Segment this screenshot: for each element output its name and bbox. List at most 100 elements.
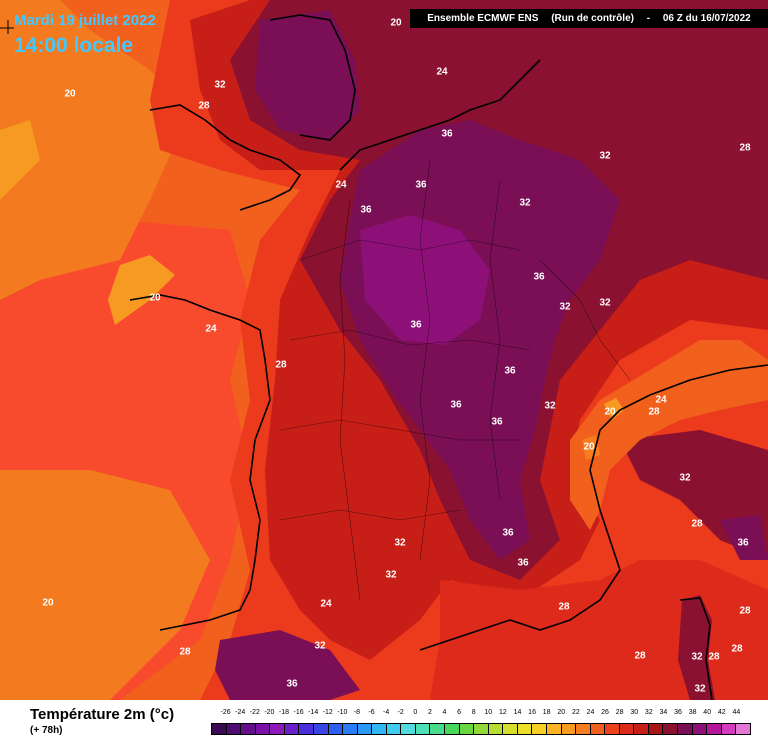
- isotherm-label: 28: [198, 101, 210, 112]
- isotherm-label: 36: [504, 366, 516, 377]
- zone-spain-core: [215, 630, 360, 700]
- region-borders: [279, 159, 631, 601]
- legend-swatch: [488, 724, 504, 734]
- zone-alps-20b: [582, 435, 600, 460]
- legend-swatch: [357, 724, 373, 734]
- zone-atlantic-south: [0, 470, 210, 700]
- legend-tick-label: 24: [586, 709, 595, 716]
- legend-swatch: [299, 724, 314, 734]
- legend-ticks: -26 -24 -22 -20 -18 -16 -14 -12 -10 -8 -6 -4 -2 0 2 4 6 8…: [211, 709, 751, 721]
- zone-atlantic-pale: [0, 120, 40, 200]
- isotherm-label: 20: [64, 89, 76, 100]
- legend-tick-label: -20: [264, 709, 275, 716]
- legend-swatch: [226, 724, 242, 734]
- legend-tick-label: 34: [659, 709, 668, 716]
- legend-swatch: [736, 724, 750, 734]
- legend-swatch: [343, 724, 358, 734]
- frame-mark: [0, 20, 14, 34]
- legend-swatch: [270, 724, 285, 734]
- zone-alps-24: [570, 340, 768, 530]
- legend-tick-label: 6: [457, 709, 462, 716]
- isotherm-label: 28: [708, 652, 720, 663]
- legend-tick-label: 30: [630, 709, 639, 716]
- legend-swatch: [663, 724, 678, 734]
- legend-swatch: [619, 724, 635, 734]
- legend-tick-label: 18: [542, 709, 551, 716]
- legend-subtitle: (+ 78h): [30, 725, 63, 736]
- legend-swatch: [430, 724, 445, 734]
- model-name: Ensemble ECMWF ENS: [427, 13, 539, 24]
- isotherm-label: 28: [691, 519, 703, 530]
- legend-swatch: [241, 724, 256, 734]
- isotherm-label: 32: [544, 401, 556, 412]
- isotherm-label: 32: [559, 302, 571, 313]
- isotherm-label: 36: [450, 400, 462, 411]
- isotherm-label: 24: [655, 395, 667, 406]
- isotherm-label: 20: [604, 407, 616, 418]
- isotherm-label: 20: [583, 442, 595, 453]
- legend-swatch: [590, 724, 606, 734]
- run-time: 06 Z du 16/07/2022: [662, 13, 751, 24]
- legend-tick-label: -26: [220, 709, 231, 716]
- legend-tick-label: -4: [383, 709, 390, 716]
- legend-swatch: [313, 724, 329, 734]
- legend-tick-label: -14: [308, 709, 319, 716]
- legend-tick-label: 44: [732, 709, 741, 716]
- legend-swatch: [386, 724, 402, 734]
- legend-swatch: [459, 724, 475, 734]
- legend-swatch: [212, 724, 227, 734]
- isotherm-label: 32: [314, 641, 326, 652]
- zone-atlantic-pale-2: [108, 255, 175, 325]
- isotherm-label: 36: [491, 417, 503, 428]
- isotherm-label: 28: [731, 644, 743, 655]
- isotherm-label: 32: [519, 198, 531, 209]
- isotherm-label: 24: [205, 324, 217, 335]
- legend-swatch: [401, 724, 416, 734]
- legend-tick-label: -6: [368, 709, 375, 716]
- legend-title: Température 2m (°c): [30, 706, 175, 723]
- legend-tick-label: 2: [427, 709, 432, 716]
- legend-swatch: [503, 724, 518, 734]
- isotherm-label: 20: [42, 598, 54, 609]
- isotherm-label: 32: [691, 652, 703, 663]
- isotherm-label: 32: [214, 80, 226, 91]
- legend-swatch: [445, 724, 460, 734]
- run-type: (Run de contrôle): [551, 13, 634, 24]
- isotherm-label: 28: [558, 602, 570, 613]
- zone-atlantic-orange-top: [0, 0, 190, 300]
- legend-tick-label: 40: [703, 709, 712, 716]
- isotherm-label: 32: [385, 570, 397, 581]
- isotherm-label: 36: [410, 320, 422, 331]
- legend-tick-label: -16: [293, 709, 304, 716]
- legend-swatch: [415, 724, 431, 734]
- legend-tick-label: 32: [644, 709, 653, 716]
- legend-swatch: [255, 724, 271, 734]
- isotherm-label: 20: [149, 293, 161, 304]
- isotherm-label: 24: [320, 599, 332, 610]
- legend-tick-label: -12: [322, 709, 333, 716]
- isotherm-label: 36: [502, 528, 514, 539]
- legend-tick-label: 14: [513, 709, 522, 716]
- zone-corsica: [678, 595, 715, 700]
- legend-tick-label: 10: [484, 709, 493, 716]
- legend-swatch: [328, 724, 344, 734]
- legend-tick-label: 38: [688, 709, 697, 716]
- legend-tick-label: -22: [249, 709, 260, 716]
- legend-tick-label: 20: [557, 709, 566, 716]
- isotherm-labels: 20 24 32 28 20 36 32 28 24 36 32 36 36 20 32 32 24 36 28 36…: [42, 18, 751, 695]
- legend-tick-label: 12: [498, 709, 507, 716]
- isotherm-label: 28: [634, 651, 646, 662]
- isotherm-label: 36: [441, 129, 453, 140]
- legend-tick-label: 26: [601, 709, 609, 716]
- isotherm-label: 32: [694, 684, 706, 695]
- legend-color-bar: [211, 723, 751, 735]
- legend-tick-label: -24: [235, 709, 246, 716]
- run-banner: Ensemble ECMWF ENS (Run de contrôle) - 0…: [410, 9, 768, 28]
- isotherm-label: 32: [599, 298, 611, 309]
- legend-tick-label: -10: [337, 709, 348, 716]
- legend-tick-label: 8: [471, 709, 476, 716]
- legend-swatch: [546, 724, 562, 734]
- isotherm-label: 28: [275, 360, 287, 371]
- isotherm-label: 28: [739, 143, 751, 154]
- legend-swatch: [634, 724, 649, 734]
